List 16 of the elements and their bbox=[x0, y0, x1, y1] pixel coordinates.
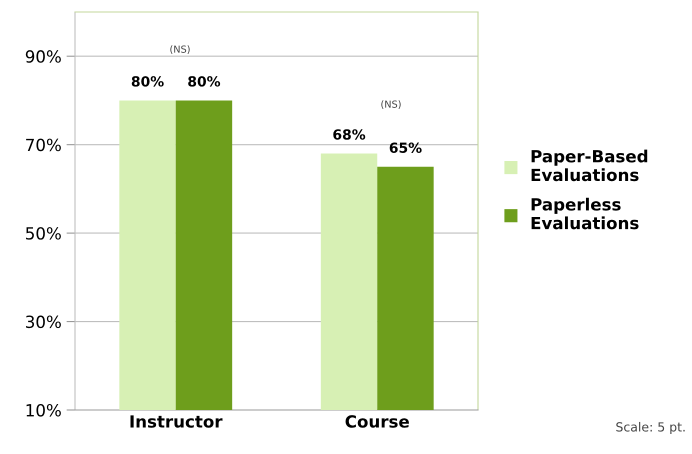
annotation: (NS) bbox=[381, 100, 401, 109]
y-tick-label: 10% bbox=[26, 404, 61, 417]
data-label: 80% bbox=[188, 76, 220, 87]
legend-label: Paper-Based Evaluations bbox=[532, 150, 648, 182]
x-tick-label: Course bbox=[346, 415, 409, 428]
text: Scale: 5 pt. bbox=[616, 422, 685, 434]
annotation: (NS) bbox=[170, 45, 190, 54]
data-label: 65% bbox=[390, 142, 422, 153]
legend-label: Paperless Evaluations bbox=[532, 198, 639, 230]
y-tick-label: 50% bbox=[26, 227, 61, 240]
data-label: 68% bbox=[333, 129, 366, 140]
y-tick-label: 90% bbox=[26, 50, 61, 63]
data-label: 80% bbox=[132, 76, 164, 87]
x-tick-label: Instructor bbox=[130, 415, 222, 428]
y-tick-label: 30% bbox=[26, 316, 61, 328]
y-tick-label: 70% bbox=[26, 138, 61, 152]
